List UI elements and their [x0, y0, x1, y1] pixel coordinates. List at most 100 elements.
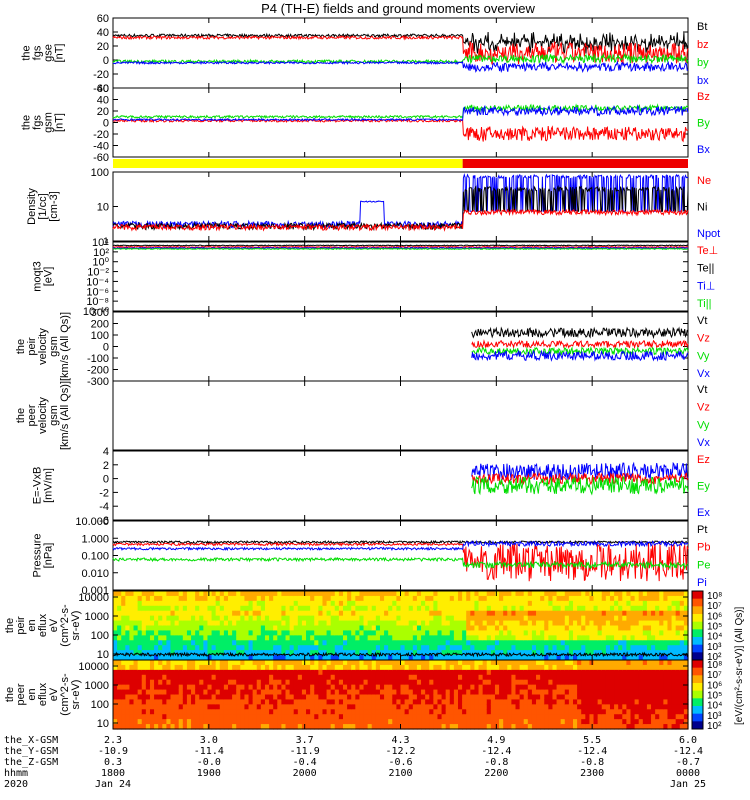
- heatmap-cell: [618, 610, 623, 617]
- heatmap-cell: [256, 640, 262, 646]
- heatmap-cell: [577, 630, 582, 636]
- heatmap-cell: [367, 610, 373, 617]
- ephemeris-value: 0.3: [104, 757, 122, 768]
- panel-ylabel-line: fgs: [32, 45, 44, 60]
- heatmap-cell: [113, 714, 118, 720]
- y-tick-label: 20: [97, 106, 109, 118]
- heatmap-cell: [593, 645, 599, 651]
- heatmap-cell: [285, 595, 291, 602]
- heatmap-cell: [162, 650, 167, 656]
- heatmap-cell: [593, 595, 599, 602]
- heatmap-cell: [236, 669, 241, 676]
- heatmap-cell: [162, 595, 167, 602]
- heatmap-cell: [663, 694, 669, 701]
- heatmap-cell: [314, 620, 319, 627]
- heatmap-cell: [474, 640, 480, 646]
- heatmap-cell: [211, 635, 217, 641]
- heatmap-cell: [306, 591, 311, 597]
- heatmap-cell: [240, 650, 246, 656]
- heatmap-cell: [215, 709, 221, 715]
- heatmap-cell: [334, 704, 340, 710]
- heatmap-cell: [117, 684, 122, 691]
- heatmap-cell: [679, 620, 685, 627]
- heatmap-cell: [306, 640, 311, 646]
- heatmap-cell: [581, 610, 586, 617]
- heatmap-cell: [527, 640, 533, 646]
- panel-ylabel-line: the: [21, 45, 33, 60]
- heatmap-cell: [478, 669, 484, 676]
- heatmap-cell: [679, 640, 685, 646]
- heatmap-cell: [375, 595, 381, 602]
- heatmap-cell: [671, 635, 677, 641]
- heatmap-cell: [609, 635, 615, 641]
- heatmap-cell: [334, 694, 340, 701]
- heatmap-cell: [207, 719, 213, 725]
- heatmap-cell: [289, 591, 295, 597]
- heatmap-cell: [593, 724, 599, 730]
- heatmap-cell: [490, 600, 496, 607]
- heatmap-cell: [453, 724, 459, 730]
- heatmap-cell: [597, 684, 603, 691]
- heatmap-cell: [445, 674, 451, 681]
- heatmap-cell: [203, 679, 209, 686]
- heatmap-cell: [293, 704, 299, 710]
- heatmap-cell: [683, 600, 689, 607]
- heatmap-cell: [178, 669, 184, 676]
- heatmap-cell: [154, 694, 159, 701]
- heatmap-cell: [560, 664, 566, 671]
- heatmap-cell: [589, 605, 595, 612]
- heatmap-cell: [367, 719, 373, 725]
- heatmap-cell: [113, 724, 118, 730]
- colorbar-swatch: [692, 629, 703, 638]
- heatmap-cell: [330, 689, 336, 696]
- heatmap-cell: [396, 684, 402, 691]
- heatmap-cell: [445, 714, 451, 720]
- heatmap-cell: [507, 724, 512, 730]
- heatmap-cell: [462, 709, 467, 715]
- heatmap-cell: [199, 645, 204, 651]
- heatmap-cell: [330, 630, 336, 636]
- heatmap-cell: [256, 645, 262, 651]
- heatmap-cell: [462, 660, 467, 666]
- heatmap-cell: [174, 600, 180, 607]
- heatmap-cell: [453, 630, 459, 636]
- heatmap-cell: [223, 635, 229, 641]
- heatmap-cell: [137, 620, 143, 627]
- heatmap-cell: [232, 595, 237, 602]
- heatmap-cell: [174, 625, 180, 632]
- heatmap-cell: [281, 595, 287, 602]
- heatmap-cell: [458, 610, 463, 617]
- heatmap-cell: [577, 650, 582, 656]
- heatmap-cell: [597, 595, 603, 602]
- heatmap-cell: [338, 704, 344, 710]
- heatmap-cell: [281, 630, 287, 636]
- heatmap-cell: [474, 605, 480, 612]
- heatmap-cell: [679, 645, 685, 651]
- heatmap-cell: [207, 645, 213, 651]
- heatmap-cell: [675, 699, 681, 705]
- heatmap-cell: [137, 694, 143, 701]
- heatmap-cell: [351, 591, 356, 597]
- heatmap-cell: [178, 595, 184, 602]
- heatmap-cell: [260, 591, 266, 597]
- heatmap-cell: [577, 684, 582, 691]
- ephemeris-value: -12.4: [673, 746, 703, 757]
- heatmap-cell: [248, 595, 254, 602]
- heatmap-cell: [593, 664, 599, 671]
- colorbar-tick-label: 10⁴: [707, 701, 722, 712]
- heatmap-cell: [589, 714, 595, 720]
- heatmap-cell: [232, 709, 237, 715]
- heatmap-cell: [166, 694, 172, 701]
- heatmap-cell: [556, 674, 562, 681]
- heatmap-cell: [564, 655, 570, 661]
- heatmap-cell: [577, 704, 582, 710]
- heatmap-cell: [597, 610, 603, 617]
- heatmap-cell: [310, 595, 315, 602]
- heatmap-cell: [626, 719, 632, 725]
- heatmap-cell: [256, 709, 262, 715]
- heatmap-cell: [343, 645, 348, 651]
- y-tick-label: -4: [99, 501, 109, 513]
- heatmap-cell: [195, 679, 200, 686]
- heatmap-cell: [347, 650, 352, 656]
- heatmap-cell: [219, 591, 225, 597]
